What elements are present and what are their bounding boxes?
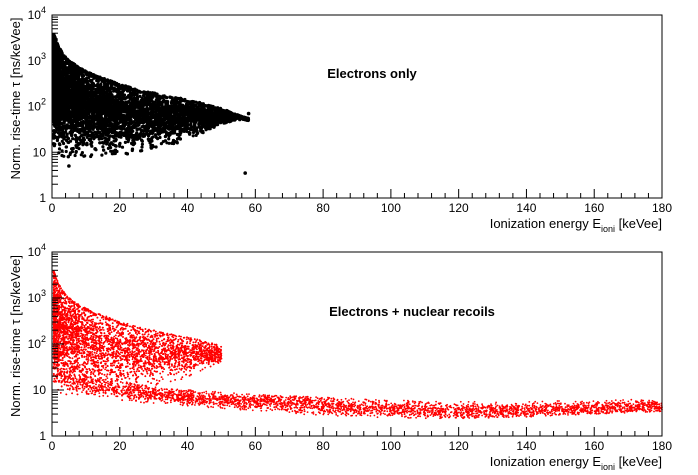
data-point	[143, 132, 147, 136]
data-point	[104, 151, 108, 155]
data-point	[182, 127, 186, 131]
data-point	[189, 123, 193, 127]
data-point	[123, 140, 127, 144]
data-point	[65, 135, 69, 139]
data-point	[73, 133, 77, 137]
data-point	[74, 138, 79, 143]
data-point	[120, 145, 125, 149]
data-point	[183, 99, 187, 103]
data-point	[79, 153, 83, 157]
data-point	[191, 130, 196, 135]
data-point	[114, 95, 118, 100]
data-point	[70, 150, 75, 154]
data-point	[118, 144, 122, 148]
data-point	[109, 149, 113, 153]
data-point	[156, 132, 161, 136]
data-point	[122, 95, 126, 99]
data-point	[191, 134, 195, 138]
data-point	[60, 149, 64, 153]
data-point	[100, 137, 104, 141]
data-point	[204, 128, 208, 132]
data-point	[194, 133, 198, 137]
data-point	[78, 138, 82, 142]
data-point	[161, 140, 165, 144]
data-point	[100, 153, 104, 157]
data-point	[71, 137, 75, 141]
data-point	[73, 153, 77, 158]
data-point	[65, 138, 69, 143]
data-point	[57, 147, 62, 151]
data-point	[126, 112, 130, 116]
data-point	[167, 137, 171, 141]
data-point	[162, 98, 166, 102]
data-point	[158, 135, 162, 140]
data-point	[164, 101, 168, 105]
data-point	[165, 141, 169, 145]
data-point	[90, 153, 94, 157]
scatter-points	[52, 33, 251, 175]
data-point	[64, 149, 68, 154]
data-point	[201, 131, 205, 135]
data-point	[62, 141, 66, 146]
data-point	[154, 133, 158, 137]
data-point	[195, 129, 199, 133]
data-point	[154, 145, 158, 149]
data-point	[146, 137, 150, 141]
data-point	[140, 149, 144, 153]
data-point	[140, 142, 144, 146]
data-point	[101, 145, 105, 149]
data-point	[65, 132, 69, 136]
data-point	[120, 86, 124, 91]
data-point	[138, 94, 142, 98]
data-point	[88, 78, 92, 83]
data-point	[120, 83, 124, 87]
data-point	[98, 92, 102, 96]
data-point	[140, 145, 144, 149]
